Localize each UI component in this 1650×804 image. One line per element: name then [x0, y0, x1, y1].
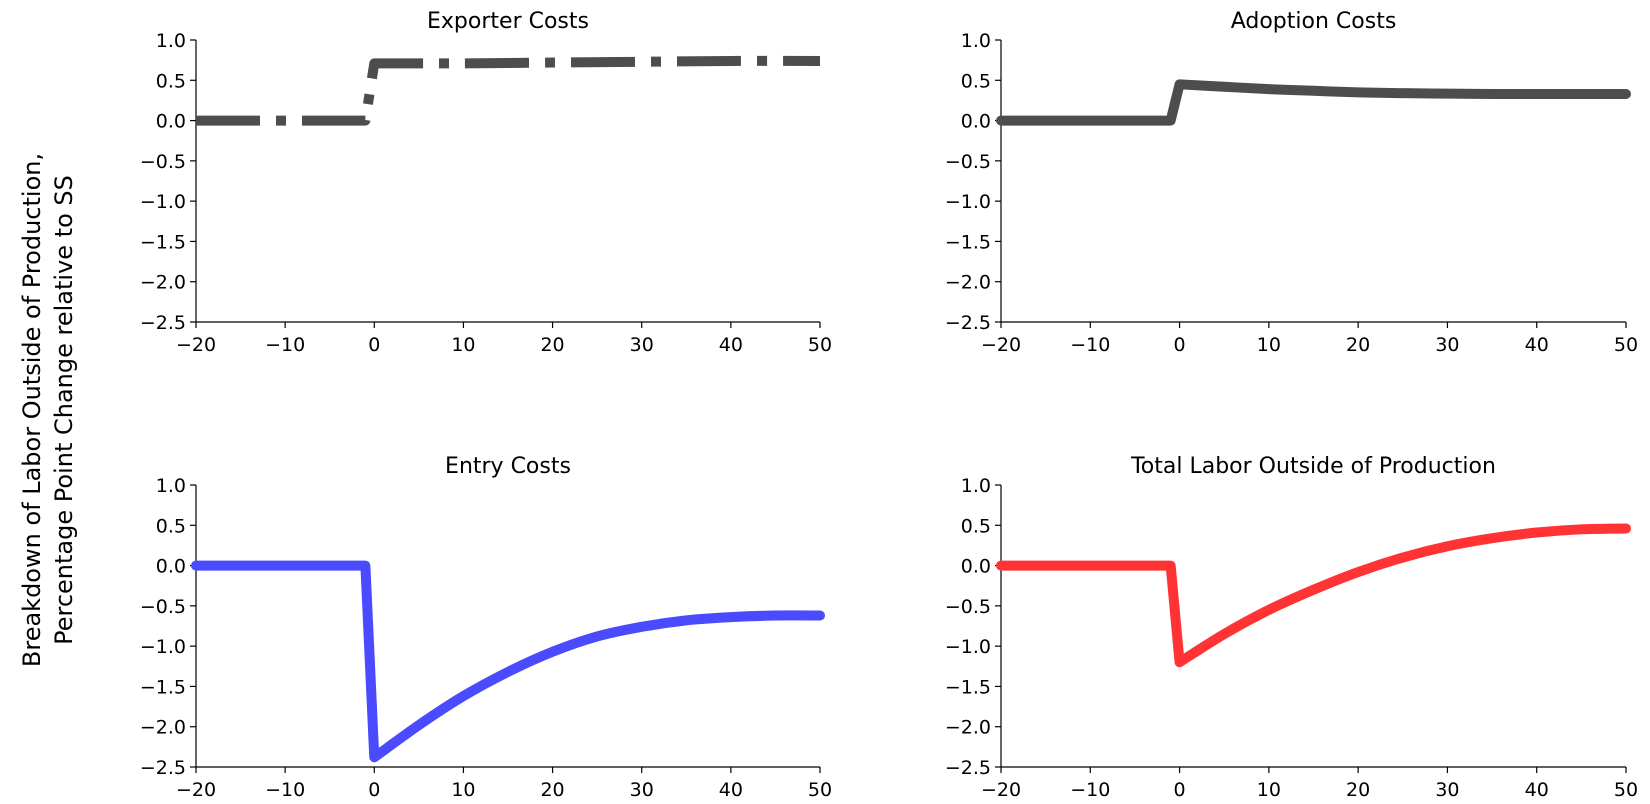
x-tick-label: −10 — [265, 779, 305, 801]
y-tick-label: −1.5 — [140, 676, 186, 698]
x-tick-label: 0 — [1174, 334, 1186, 356]
y-tick-label: −0.5 — [945, 596, 991, 618]
y-tick-label: −2.0 — [140, 272, 186, 294]
x-tick-label: 20 — [540, 779, 564, 801]
y-tick-label: −2.0 — [945, 272, 991, 294]
chart-panel-2: Entry Costs 1.0 0.5 0.0 −0.5 −1.0 −1.5 −2.0 −2.5… — [140, 454, 832, 801]
y-tick-label: −2.5 — [945, 312, 991, 334]
x-tick-label: 0 — [368, 779, 380, 801]
y-tick-label: −0.5 — [140, 151, 186, 173]
chart-title-3: Total Labor Outside of Production — [1130, 454, 1496, 479]
x-tick-label: −20 — [981, 779, 1021, 801]
x-tick-label: 40 — [719, 334, 743, 356]
x-tick-label: 10 — [451, 334, 475, 356]
chart-panel-3: Total Labor Outside of Production 1.0 0.5 0… — [945, 454, 1638, 801]
x-tick-label: 40 — [1525, 334, 1549, 356]
x-tick-label: 30 — [630, 779, 654, 801]
x-tick-label: 40 — [719, 779, 743, 801]
y-tick-label: −2.5 — [945, 757, 991, 779]
series-line-1-0 — [996, 79, 1631, 126]
x-tick-label: 10 — [1257, 779, 1281, 801]
y-tick-label: 1.0 — [961, 475, 991, 497]
x-tick-label: −20 — [176, 779, 216, 801]
y-tick-label: 0.0 — [156, 111, 186, 133]
x-tick-label: 50 — [1614, 334, 1638, 356]
y-tick-label: 0.5 — [156, 515, 186, 537]
x-tick-label: 50 — [808, 334, 832, 356]
y-tick-label: −2.5 — [140, 312, 186, 334]
chart-title-1: Adoption Costs — [1231, 9, 1397, 34]
y-tick-label: −1.0 — [140, 191, 186, 213]
y-tick-label: −0.5 — [945, 151, 991, 173]
chart-title-0: Exporter Costs — [427, 9, 589, 34]
x-tick-label: −10 — [265, 334, 305, 356]
x-tick-label: 50 — [1614, 779, 1638, 801]
y-tick-label: 0.5 — [156, 70, 186, 92]
x-tick-label: −20 — [176, 334, 216, 356]
chart-panel-0: Exporter Costs 1.0 0.5 0.0 −0.5 −1.0 −1.5 −2.0 −… — [140, 9, 832, 356]
y-tick-label: −2.5 — [140, 757, 186, 779]
x-tick-label: 0 — [368, 334, 380, 356]
y-tick-label: −1.0 — [140, 636, 186, 658]
x-tick-label: −10 — [1070, 334, 1110, 356]
chart-panel-1: Adoption Costs 1.0 0.5 0.0 −0.5 −1.0 −1.5 −2.0 −… — [945, 9, 1638, 356]
x-tick-label: 10 — [1257, 334, 1281, 356]
x-tick-label: 30 — [1435, 779, 1459, 801]
series-line-2-0 — [191, 560, 825, 763]
series-line-3-0 — [996, 523, 1631, 668]
x-tick-label: −10 — [1070, 779, 1110, 801]
series-line-0-0 — [196, 55, 821, 126]
y-tick-label: −0.5 — [140, 596, 186, 618]
y-tick-label: 1.0 — [156, 30, 186, 52]
y-tick-label: 0.0 — [156, 556, 186, 578]
y-tick-label: 0.5 — [961, 70, 991, 92]
y-tick-label: −1.0 — [945, 191, 991, 213]
x-tick-label: −20 — [981, 334, 1021, 356]
x-tick-label: 10 — [451, 779, 475, 801]
y-tick-label: 0.5 — [961, 515, 991, 537]
y-tick-label: 0.0 — [961, 111, 991, 133]
x-tick-label: 20 — [1346, 334, 1370, 356]
y-tick-label: −1.5 — [945, 676, 991, 698]
x-tick-label: 30 — [630, 334, 654, 356]
y-tick-label: −1.0 — [945, 636, 991, 658]
x-tick-label: 20 — [1346, 779, 1370, 801]
y-tick-label: −2.0 — [945, 717, 991, 739]
y-tick-label: 1.0 — [961, 30, 991, 52]
y-tick-label: 1.0 — [156, 475, 186, 497]
x-tick-label: 30 — [1435, 334, 1459, 356]
x-tick-label: 0 — [1174, 779, 1186, 801]
x-tick-label: 20 — [540, 334, 564, 356]
y-tick-label: −1.5 — [945, 231, 991, 253]
y-tick-label: −1.5 — [140, 231, 186, 253]
x-tick-label: 50 — [808, 779, 832, 801]
y-tick-label: −2.0 — [140, 717, 186, 739]
y-tick-label: 0.0 — [961, 556, 991, 578]
x-tick-label: 40 — [1525, 779, 1549, 801]
chart-title-2: Entry Costs — [445, 454, 571, 479]
